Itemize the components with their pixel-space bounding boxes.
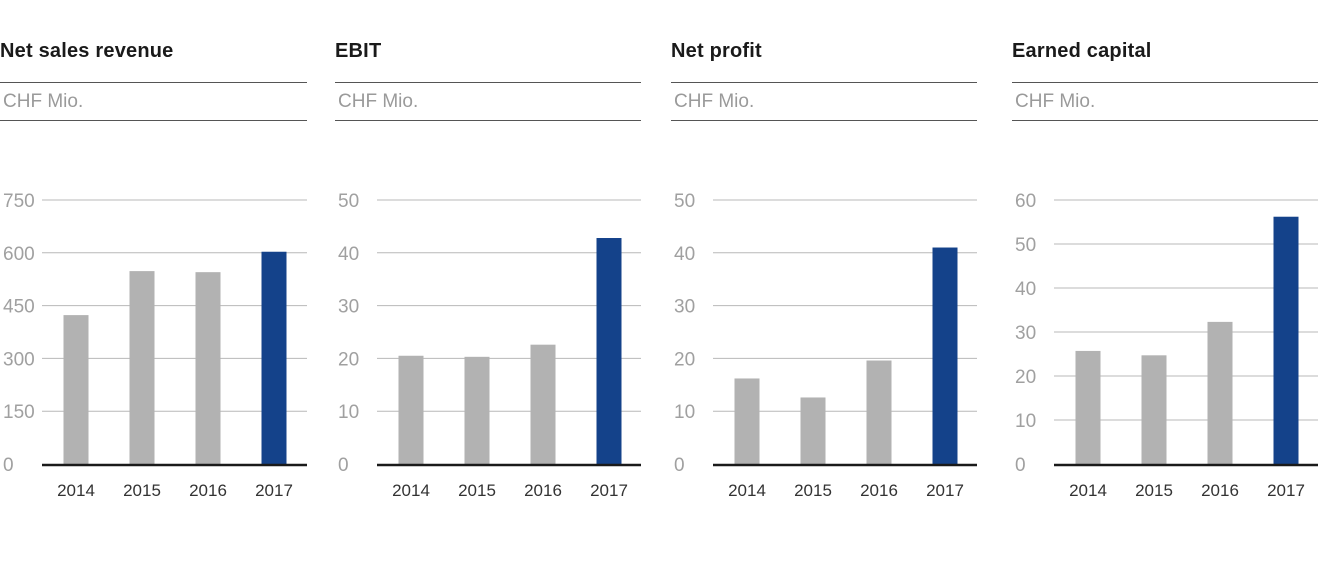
- chart-panel-net-sales-revenue: Net sales revenue CHF Mio. 0 150 300 450 600…: [0, 0, 307, 564]
- x-tick-label: 2014: [728, 481, 766, 500]
- y-tick-label: 750: [3, 191, 35, 212]
- bar-2015: [800, 397, 826, 464]
- y-tick-label: 30: [1015, 323, 1036, 344]
- x-tick-label: 2016: [860, 481, 898, 500]
- y-tick-label: 300: [3, 349, 35, 370]
- y-tick-label: 0: [338, 455, 349, 476]
- y-tick-label: 10: [1015, 411, 1036, 432]
- y-tick-label: 10: [338, 402, 359, 423]
- y-tick-label: 150: [3, 402, 35, 423]
- x-tick-label: 2014: [1069, 481, 1107, 500]
- x-tick-label: 2017: [926, 481, 964, 500]
- chart-panel-ebit: EBIT CHF Mio. 0 10 20 30 40 50 2014 2015 2016 201…: [335, 0, 641, 564]
- chart-unit: CHF Mio.: [338, 91, 419, 112]
- x-tick-label: 2017: [255, 481, 293, 500]
- y-tick-label: 10: [674, 402, 695, 423]
- title-rule: [1012, 82, 1318, 83]
- unit-rule: [0, 120, 307, 121]
- y-tick-label: 0: [674, 455, 685, 476]
- bar-2017: [932, 247, 958, 464]
- y-tick-label: 40: [338, 244, 359, 265]
- y-tick-label: 0: [3, 455, 14, 476]
- bar-2017: [1273, 216, 1299, 464]
- unit-rule: [1012, 120, 1318, 121]
- unit-rule: [671, 120, 977, 121]
- y-tick-label: 450: [3, 297, 35, 318]
- bar-2015: [129, 271, 155, 464]
- x-tick-label: 2016: [524, 481, 562, 500]
- y-tick-label: 40: [1015, 279, 1036, 300]
- bar-chart-net-sales-revenue: 0 150 300 450 600 750 2014 2015 2016 2017: [3, 191, 307, 500]
- y-tick-label: 30: [338, 297, 359, 318]
- y-tick-label: 50: [674, 191, 695, 212]
- title-rule: [335, 82, 641, 83]
- chart-unit: CHF Mio.: [3, 91, 84, 112]
- bar-2016: [866, 360, 892, 464]
- x-tick-label: 2017: [1267, 481, 1305, 500]
- bar-2015: [464, 356, 490, 464]
- bar-2017: [261, 251, 287, 464]
- chart-title: Net sales revenue: [0, 40, 174, 62]
- bar-2016: [195, 272, 221, 464]
- chart-unit: CHF Mio.: [674, 91, 755, 112]
- bar-2016: [1207, 321, 1233, 464]
- y-tick-label: 30: [674, 297, 695, 318]
- y-tick-label: 50: [1015, 235, 1036, 256]
- y-tick-label: 20: [1015, 367, 1036, 388]
- x-tick-label: 2016: [189, 481, 227, 500]
- x-tick-label: 2015: [1135, 481, 1173, 500]
- bar-2014: [398, 355, 424, 464]
- y-tick-label: 600: [3, 244, 35, 265]
- chart-panel-earned-capital: Earned capital CHF Mio. 0 10 20 30 40 50 60 201…: [1012, 0, 1318, 564]
- bar-2014: [734, 378, 760, 464]
- x-tick-label: 2015: [794, 481, 832, 500]
- bar-chart-net-profit: 0 10 20 30 40 50 2014 2015 2016 2017: [674, 191, 977, 500]
- y-tick-label: 0: [1015, 455, 1026, 476]
- y-tick-label: 20: [338, 349, 359, 370]
- x-tick-label: 2015: [123, 481, 161, 500]
- chart-unit: CHF Mio.: [1015, 91, 1096, 112]
- bar-2015: [1141, 355, 1167, 464]
- chart-title: Net profit: [671, 40, 762, 62]
- chart-title: Earned capital: [1012, 40, 1152, 62]
- title-rule: [0, 82, 307, 83]
- x-tick-label: 2017: [590, 481, 628, 500]
- bar-2014: [63, 315, 89, 464]
- bar-2017: [596, 238, 622, 464]
- chart-panel-net-profit: Net profit CHF Mio. 0 10 20 30 40 50 2014 2015 2…: [671, 0, 977, 564]
- y-tick-label: 50: [338, 191, 359, 212]
- x-tick-label: 2014: [57, 481, 95, 500]
- bar-chart-ebit: 0 10 20 30 40 50 2014 2015 2016 2017: [338, 191, 641, 500]
- y-tick-label: 20: [674, 349, 695, 370]
- y-tick-label: 60: [1015, 191, 1036, 212]
- bar-chart-earned-capital: 0 10 20 30 40 50 60 2014 2015 2016 2017: [1015, 191, 1318, 500]
- x-tick-label: 2014: [392, 481, 430, 500]
- title-rule: [671, 82, 977, 83]
- bar-2014: [1075, 350, 1101, 464]
- x-tick-label: 2015: [458, 481, 496, 500]
- bar-2016: [530, 344, 556, 464]
- chart-title: EBIT: [335, 40, 382, 62]
- x-tick-label: 2016: [1201, 481, 1239, 500]
- y-tick-label: 40: [674, 244, 695, 265]
- unit-rule: [335, 120, 641, 121]
